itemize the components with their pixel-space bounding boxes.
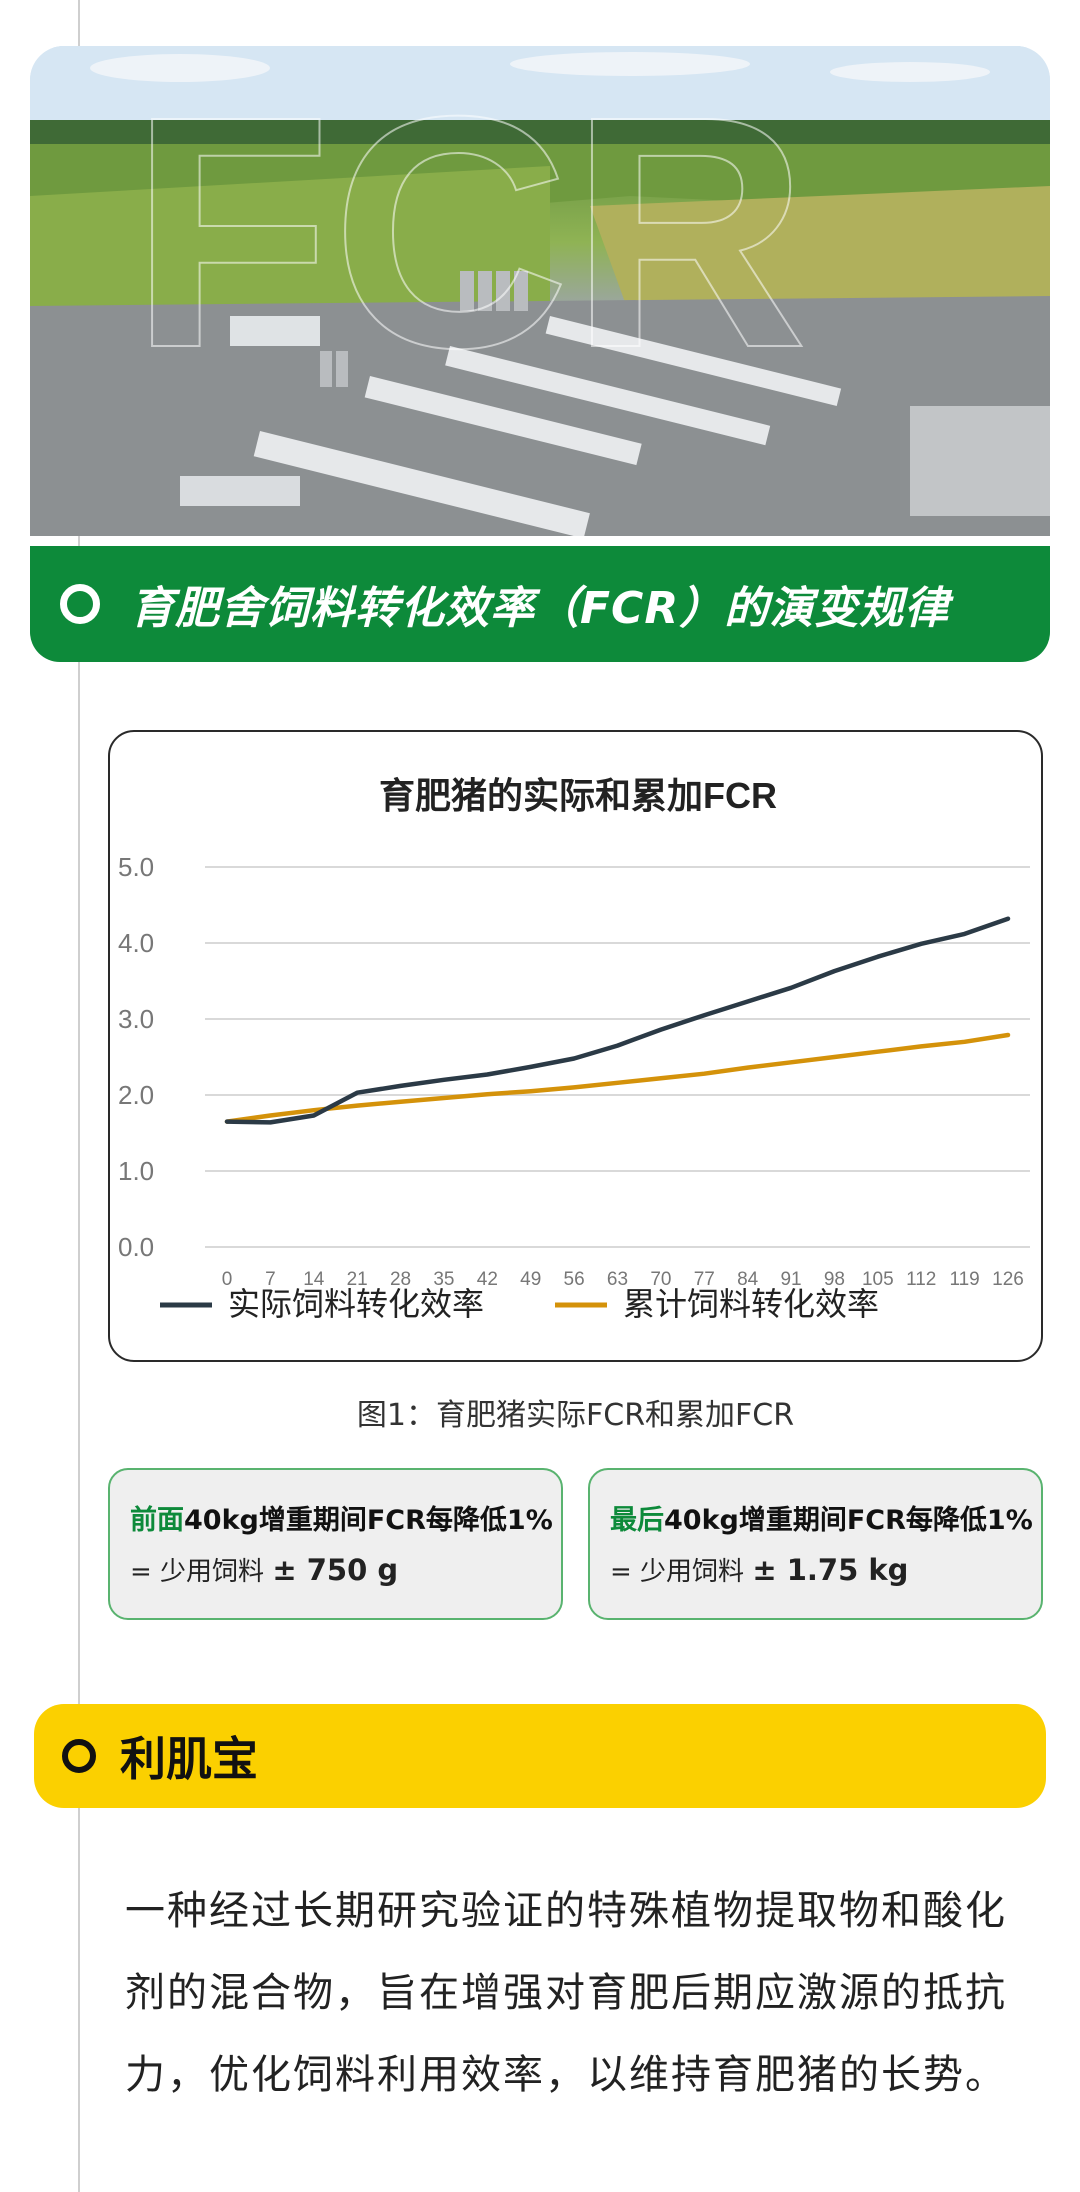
info-prefix: = 少用饲料 — [610, 1557, 753, 1587]
circle-bullet-icon — [62, 1739, 96, 1773]
info-box-last-40kg: 最后40kg增重期间FCR每降低1% = 少用饲料 ± 1.75 kg — [588, 1468, 1043, 1620]
chart-caption: 图1：育肥猪实际FCR和累加FCR — [356, 1398, 795, 1433]
fcr-chart-card: 育肥猪的实际和累加FCR 0.0 1.0 2.0 3.0 4.0 5.0 0 7 14 21 28… — [108, 730, 1043, 1362]
chart-title: 育肥猪的实际和累加FCR — [379, 775, 777, 816]
x-tick-label: 105 — [862, 1269, 894, 1290]
x-tick-label: 35 — [433, 1269, 454, 1290]
x-tick-label: 0 — [222, 1269, 233, 1290]
y-tick-label: 3.0 — [118, 1004, 154, 1034]
legend-label: 实际饲料转化效率 — [228, 1286, 484, 1322]
x-tick-label: 21 — [347, 1269, 368, 1290]
x-tick-label: 7 — [265, 1269, 276, 1290]
y-tick-label: 1.0 — [118, 1156, 154, 1186]
x-tick-label: 70 — [650, 1269, 671, 1290]
x-tick-label: 98 — [824, 1269, 845, 1290]
x-tick-label: 42 — [477, 1269, 498, 1290]
x-tick-label: 28 — [390, 1269, 411, 1290]
y-tick-label: 5.0 — [118, 852, 154, 882]
x-tick-label: 126 — [992, 1269, 1024, 1290]
info-box-heading: 最后40kg增重期间FCR每降低1% — [610, 1498, 1041, 1537]
section-title-fcr: 育肥舍饲料转化效率（FCR）的演变规律 — [130, 583, 950, 634]
x-tick-label: 56 — [564, 1269, 585, 1290]
y-tick-label: 0.0 — [118, 1232, 154, 1262]
y-tick-label: 4.0 — [118, 928, 154, 958]
info-highlight: 最后 — [610, 1505, 664, 1536]
x-tick-label: 14 — [303, 1269, 325, 1290]
hero-watermark: FCR — [130, 47, 808, 416]
info-value: ± 750 g — [272, 1553, 399, 1587]
x-tick-label: 91 — [780, 1269, 801, 1290]
section-header-product: 利肌宝 — [34, 1704, 1046, 1808]
x-tick-label: 63 — [607, 1269, 628, 1290]
product-description: 一种经过长期研究验证的特殊植物提取物和酸化剂的混合物，旨在增强对育肥后期应激源的… — [125, 1888, 1007, 2098]
info-box-first-40kg: 前面40kg增重期间FCR每降低1% = 少用饲料 ± 750 g — [108, 1468, 563, 1620]
info-box-result: = 少用饲料 ± 1.75 kg — [610, 1551, 1041, 1588]
info-highlight: 前面 — [130, 1505, 184, 1536]
info-box-result: = 少用饲料 ± 750 g — [130, 1551, 561, 1588]
timeline-line — [78, 0, 80, 2192]
x-tick-label: 119 — [949, 1269, 979, 1290]
info-rest: 40kg增重期间FCR每降低1% — [664, 1505, 1033, 1536]
section-header-fcr: 育肥舍饲料转化效率（FCR）的演变规律 — [30, 546, 1050, 662]
x-tick-label: 77 — [694, 1269, 715, 1290]
info-prefix: = 少用饲料 — [130, 1557, 273, 1587]
info-box-heading: 前面40kg增重期间FCR每降低1% — [130, 1498, 561, 1537]
hero-farm-photo: FCR — [30, 46, 1050, 536]
x-tick-label: 84 — [737, 1269, 759, 1290]
x-tick-label: 112 — [906, 1269, 936, 1290]
series-line-0 — [224, 916, 1011, 1125]
product-title: 利肌宝 — [120, 1732, 258, 1786]
circle-bullet-icon — [60, 584, 100, 624]
info-rest: 40kg增重期间FCR每降低1% — [184, 1505, 553, 1536]
info-value: ± 1.75 kg — [752, 1553, 909, 1587]
series-line-1 — [224, 1032, 1011, 1124]
legend-label: 累计饲料转化效率 — [623, 1286, 879, 1322]
x-tick-label: 49 — [520, 1269, 541, 1290]
y-tick-label: 2.0 — [118, 1080, 154, 1110]
fcr-line-chart: 育肥猪的实际和累加FCR 0.0 1.0 2.0 3.0 4.0 5.0 0 7 14 21 28… — [118, 775, 1030, 1322]
